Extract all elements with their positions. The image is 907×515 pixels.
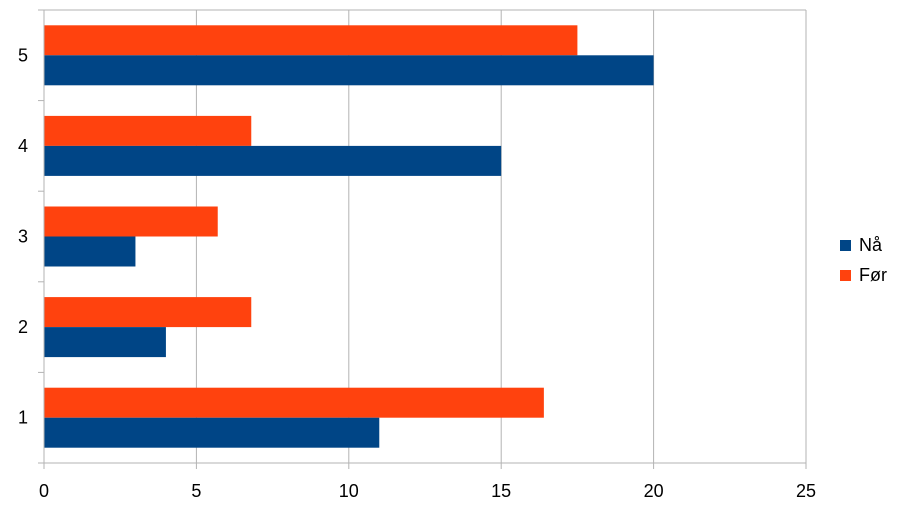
- bar-for-4: [44, 115, 252, 146]
- legend-swatch-for: [840, 269, 851, 281]
- x-tick-label-1: 5: [191, 481, 201, 501]
- x-tick-label-4: 20: [644, 481, 664, 501]
- x-tick-label-2: 10: [339, 481, 359, 501]
- bar-na-5: [44, 55, 654, 86]
- bar-na-2: [44, 327, 166, 358]
- y-tick-label-2: 2: [18, 317, 28, 337]
- bar-for-2: [44, 297, 252, 328]
- x-tick-label-5: 25: [796, 481, 816, 501]
- y-tick-label-1: 1: [18, 408, 28, 428]
- x-tick-label-3: 15: [491, 481, 511, 501]
- bar-for-3: [44, 206, 218, 237]
- bar-for-1: [44, 387, 544, 418]
- y-tick-label-4: 4: [18, 136, 28, 156]
- x-tick-label-0: 0: [39, 481, 49, 501]
- bar-na-1: [44, 417, 380, 448]
- y-tick-label-5: 5: [18, 45, 28, 65]
- legend-swatch-na: [840, 239, 851, 251]
- y-tick-label-3: 3: [18, 227, 28, 247]
- bar-na-4: [44, 145, 502, 176]
- legend: Nå Før: [840, 230, 887, 290]
- legend-item-for: Før: [840, 260, 887, 290]
- bar-for-5: [44, 25, 578, 56]
- legend-label-for: Før: [859, 264, 887, 285]
- legend-item-na: Nå: [840, 230, 887, 260]
- legend-label-na: Nå: [859, 234, 883, 255]
- bar-na-3: [44, 236, 136, 267]
